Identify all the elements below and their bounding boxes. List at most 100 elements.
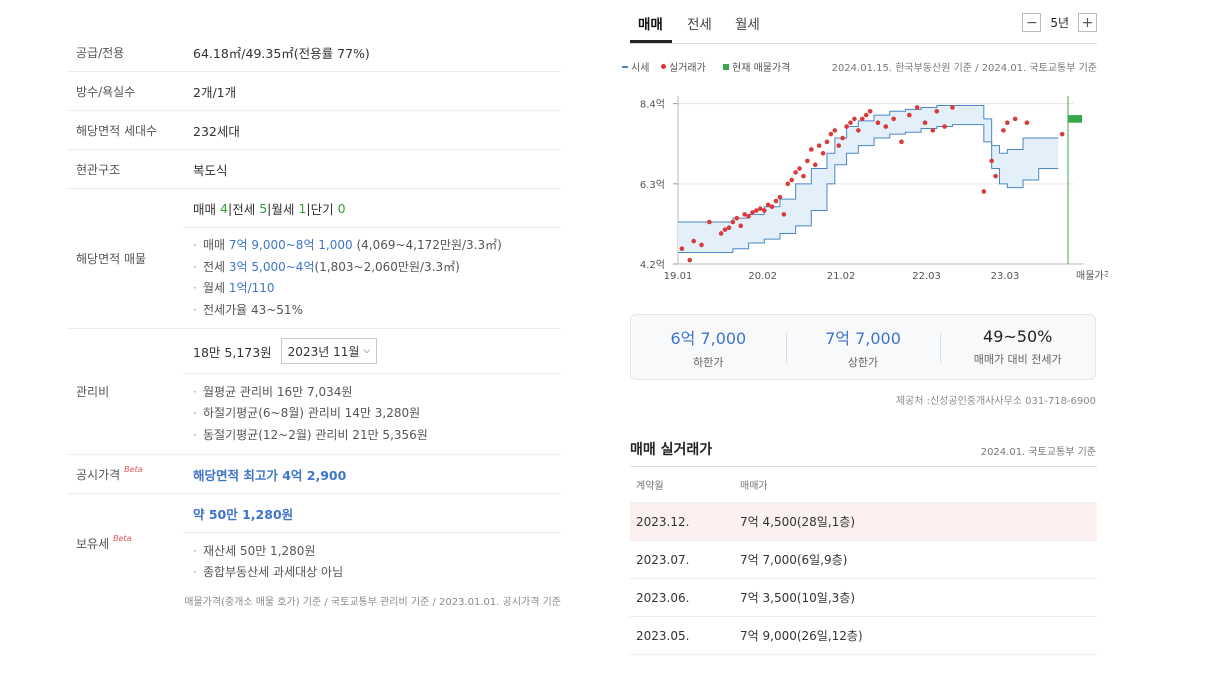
transaction-point: [707, 219, 712, 225]
transactions-source: 2024.01. 국토교통부 기준: [980, 447, 1096, 458]
transaction-point: [801, 173, 806, 179]
transaction-point: [793, 170, 798, 175]
market-lower-line: [678, 124, 1059, 254]
supply-value: 64.18㎡/49.35㎡(전용률 77%): [193, 45, 370, 61]
table-row: 2023.12. 7억 4,500(28일,1층): [630, 503, 1097, 541]
chart-source: 2024.01.15. 한국부동산원 기준 / 2024.01. 국토교통부 기…: [831, 63, 1097, 74]
transaction-point: [914, 105, 920, 110]
transaction-point: [777, 194, 783, 200]
entrance-label: 현관구조: [76, 162, 121, 177]
table-header: 계약월 매매가: [630, 467, 1097, 503]
table-row: 2023.06. 7억 3,500(10일,3층): [630, 579, 1097, 617]
x-tick-label: 19.01: [664, 271, 693, 282]
official-price-value: 해당면적 최고가 4억 2,900: [193, 467, 347, 483]
transaction-point: [773, 198, 779, 204]
market-band-area: [678, 105, 1059, 253]
transaction-point: [993, 173, 998, 179]
fee-month-select[interactable]: 2023년 11월 ⌵: [280, 338, 378, 364]
transaction-point: [805, 158, 810, 164]
beta-badge: Beta: [124, 464, 143, 474]
deal-type-tabs: 매매 전세 월세 − 5년 +: [630, 0, 1097, 44]
deal-count-monthly[interactable]: 월세 1: [271, 200, 307, 217]
tab-monthly[interactable]: 월세: [735, 17, 760, 33]
transaction-point: [828, 131, 834, 137]
transaction-point: [942, 124, 947, 129]
transactions-title: 매매 실거래가: [630, 442, 713, 458]
info-footnote: 매물가격(중개소 매물 호가) 기준 / 국토교통부 관리비 기준 / 2023…: [184, 597, 561, 608]
transactions-table: 계약월 매매가 2023.12. 7억 4,500(28일,1층) 2023.0…: [630, 466, 1097, 655]
transaction-point: [1059, 131, 1065, 137]
transaction-point: [930, 128, 936, 133]
fee-line: 월평균 관리비 16만 7,034원: [193, 382, 428, 404]
beta-badge: Beta: [113, 533, 132, 543]
transaction-point: [989, 158, 994, 164]
transaction-point: [734, 215, 740, 221]
square-swatch-icon: [723, 63, 729, 70]
transaction-point: [875, 120, 881, 126]
transaction-point: [840, 135, 845, 141]
x-tick-label: 23.03: [991, 271, 1020, 282]
period-minus-button[interactable]: −: [1022, 13, 1042, 32]
tab-jeonse[interactable]: 전세: [687, 17, 712, 33]
y-tick-label: 4.2억: [640, 259, 665, 271]
transaction-point: [981, 189, 987, 194]
x-tick-label: 22.03: [912, 271, 941, 282]
transaction-point: [816, 143, 822, 148]
data-provider: 제공처 :신성공인중개사사무소 031-718-6900: [895, 396, 1096, 407]
entrance-value: 복도식: [193, 162, 228, 178]
transaction-point: [746, 213, 751, 219]
transaction-point: [844, 124, 849, 129]
chevron-down-icon: ⌵: [363, 346, 371, 356]
row-management-fee: 관리비 18만 5,173원 2023년 11월⌵ 월평균 관리비 16만 7,…: [67, 329, 561, 455]
transaction-point: [812, 162, 818, 168]
transaction-point: [758, 206, 763, 211]
transaction-point: [738, 223, 744, 229]
fee-detail-list: 월평균 관리비 16만 7,034원 하절기평균(6~8월) 관리비 14만 3…: [193, 382, 428, 447]
listing-monthly-line: 월세 1억/110: [193, 278, 502, 300]
legend-current: 현재 매물가격: [723, 59, 790, 74]
deal-count-jeonse[interactable]: 전세 5: [232, 200, 268, 217]
tax-label: 보유세: [76, 536, 110, 551]
row-entrance: 현관구조 복도식: [67, 150, 561, 189]
deal-count-sale[interactable]: 매매 4: [193, 200, 228, 217]
fee-label: 관리비: [76, 385, 110, 399]
summary-low: 6억 7,000 하한가: [670, 328, 747, 369]
transaction-point: [789, 177, 795, 183]
listing-price-list: 매매 7억 9,000~8억 1,000 (4,069~4,172만원/3.3㎡…: [193, 235, 502, 321]
rooms-label: 방수/욕실수: [76, 84, 136, 99]
transaction-point: [781, 212, 787, 217]
transaction-point: [785, 181, 791, 187]
transaction-point: [1012, 116, 1018, 122]
row-listings: 해당면적 매물 매매 4 | 전세 5 | 월세 1 | 단기 0: [67, 189, 561, 329]
x-tick-label: 20.02: [748, 271, 777, 282]
transaction-point: [899, 139, 904, 145]
listing-jeonse-ratio: 전세가율 43~51%: [193, 300, 502, 322]
transaction-point: [907, 112, 912, 118]
transaction-point: [867, 108, 873, 114]
row-rooms: 방수/욕실수 2개/1개: [67, 72, 561, 111]
summary-ratio: 49~50% 매매가 대비 전세가: [940, 315, 1095, 379]
row-official-price: 공시가격 Beta 해당면적 최고가 4억 2,900: [67, 455, 561, 494]
transaction-point: [852, 116, 857, 122]
transaction-point: [832, 128, 838, 133]
legend-actual: 실거래가: [661, 59, 706, 74]
tab-sale[interactable]: 매매: [638, 17, 663, 33]
transaction-point: [730, 219, 736, 225]
transaction-point: [934, 108, 940, 114]
transaction-point: [848, 120, 853, 126]
transaction-point: [769, 204, 775, 210]
price-summary: 6억 7,000 하한가 7억 7,000 상한가 49~50% 매매가 대비 …: [630, 314, 1096, 380]
transaction-point: [726, 225, 732, 231]
summary-high: 7억 7,000 상한가: [785, 315, 941, 379]
transaction-point: [754, 208, 759, 213]
listing-sale-line: 매매 7억 9,000~8억 1,000 (4,069~4,172만원/3.3㎡…: [193, 235, 502, 257]
tax-line: 재산세 50만 1,280원: [193, 541, 343, 563]
period-plus-button[interactable]: +: [1078, 13, 1097, 32]
transaction-point: [891, 116, 896, 122]
transaction-point: [863, 112, 869, 118]
transaction-point: [950, 105, 955, 110]
deal-count-short[interactable]: 단기 0: [310, 200, 346, 217]
households-label: 해당면적 세대수: [76, 123, 158, 138]
row-households: 해당면적 세대수 232세대: [67, 111, 561, 150]
